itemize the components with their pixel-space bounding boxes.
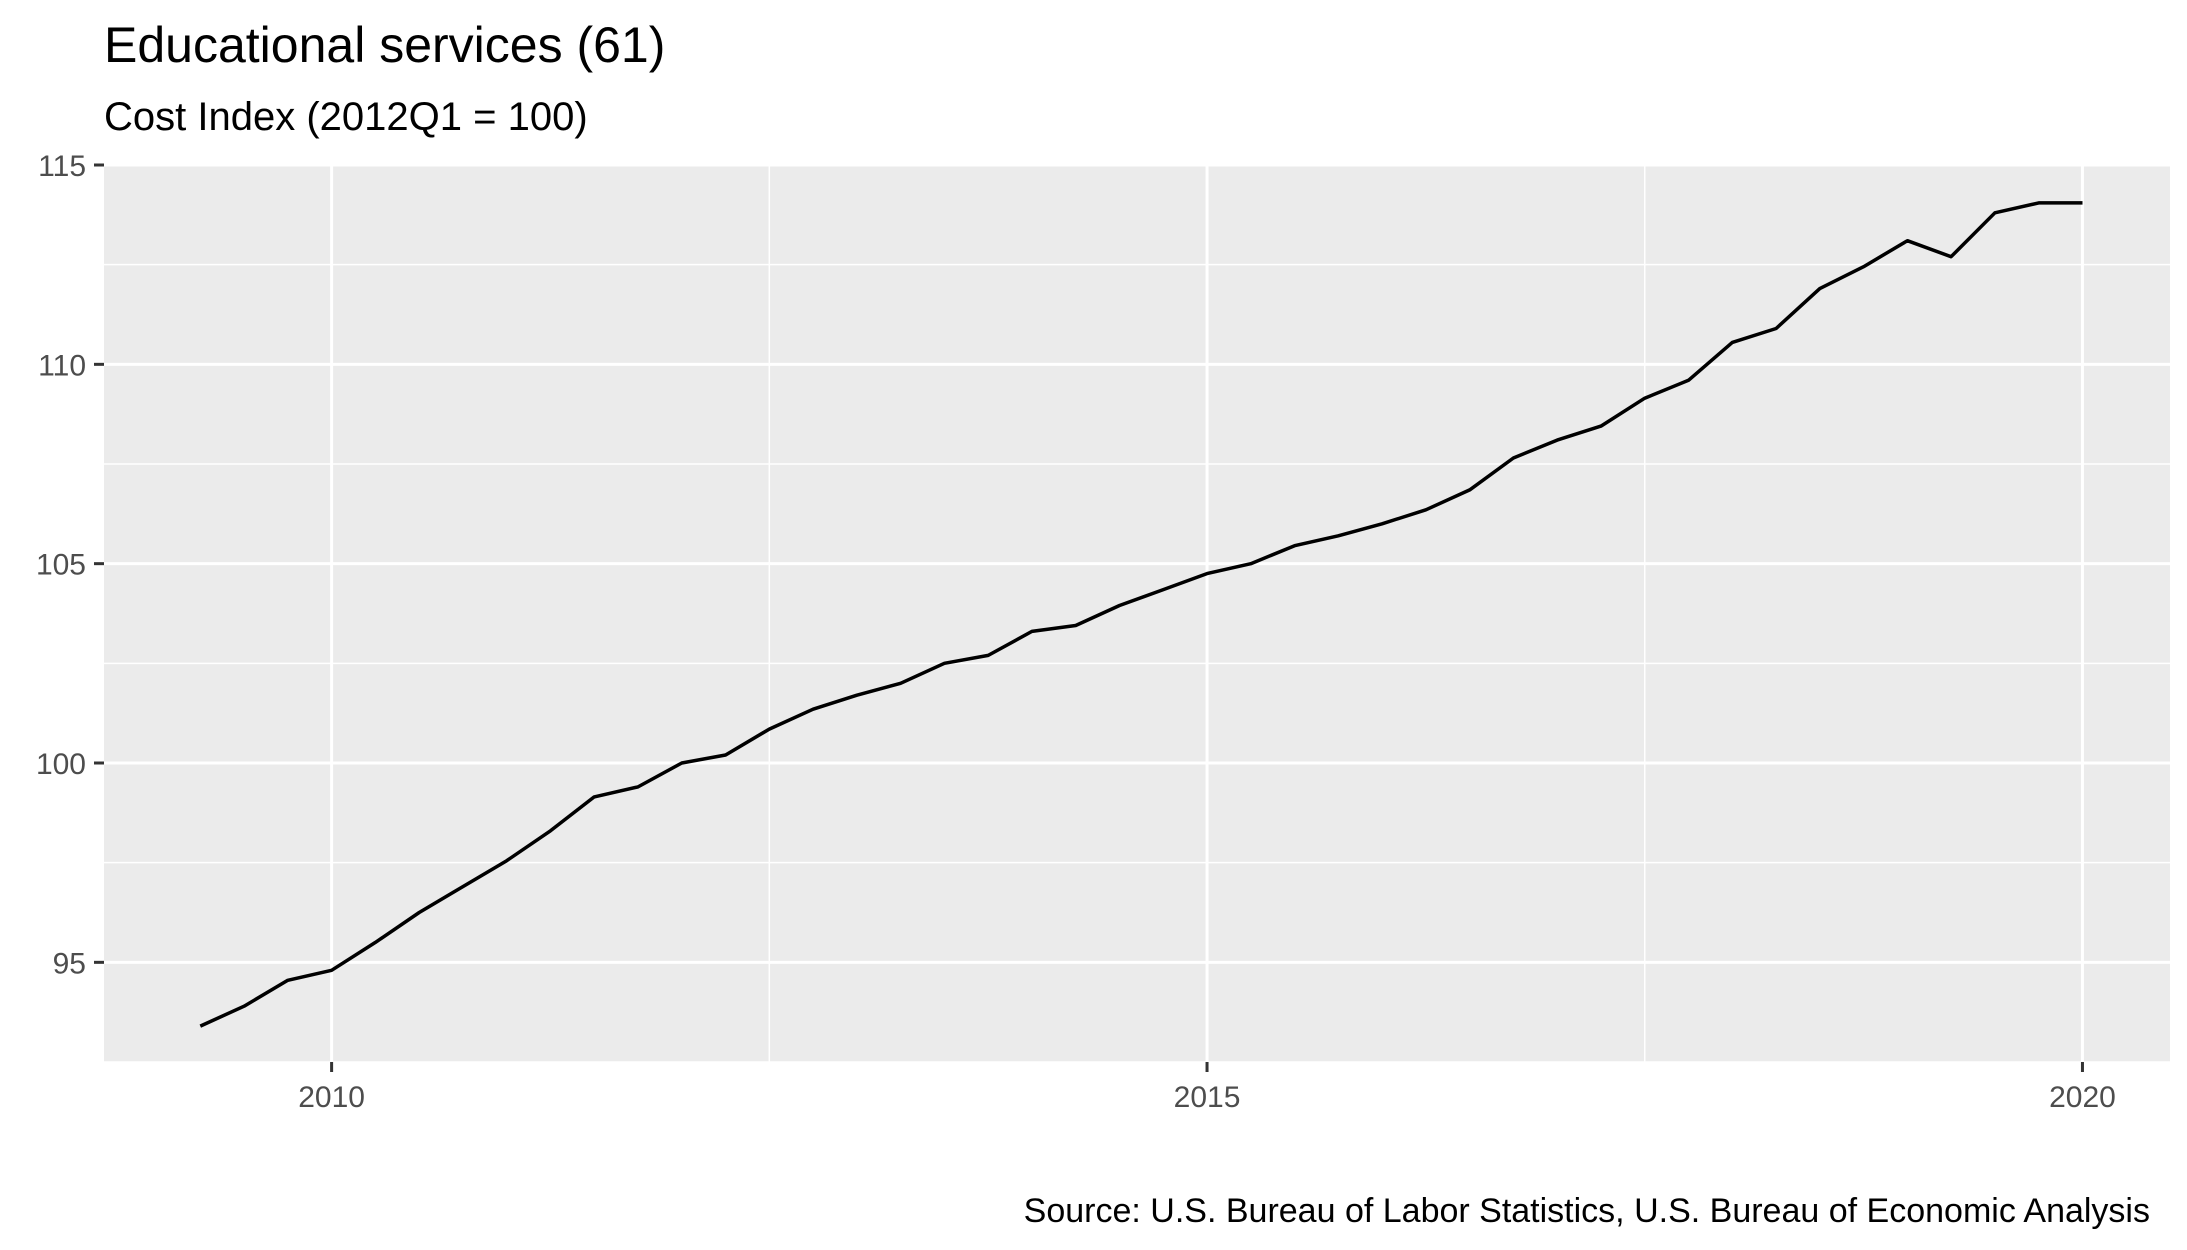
y-tick-label: 115: [38, 150, 86, 183]
y-tick-label: 110: [38, 349, 86, 382]
plot-panel: 95 100 105 110 115 2010 2015 2020: [36, 150, 2170, 1114]
y-tick-label: 105: [36, 549, 86, 582]
series-line-1: [199, 201, 2083, 1028]
x-tick-label: 2010: [298, 1081, 365, 1114]
chart-title: Educational services (61): [104, 17, 665, 73]
x-tick-label: 2020: [2049, 1081, 2116, 1114]
x-tick-label: 2015: [1174, 1081, 1241, 1114]
chart-subtitle: Cost Index (2012Q1 = 100): [104, 95, 588, 139]
y-tick-label: 100: [36, 748, 86, 781]
chart-caption: Source: U.S. Bureau of Labor Statistics,…: [1024, 1192, 2150, 1230]
y-tick-label: 95: [53, 947, 86, 980]
plot-background: [104, 165, 2170, 1062]
